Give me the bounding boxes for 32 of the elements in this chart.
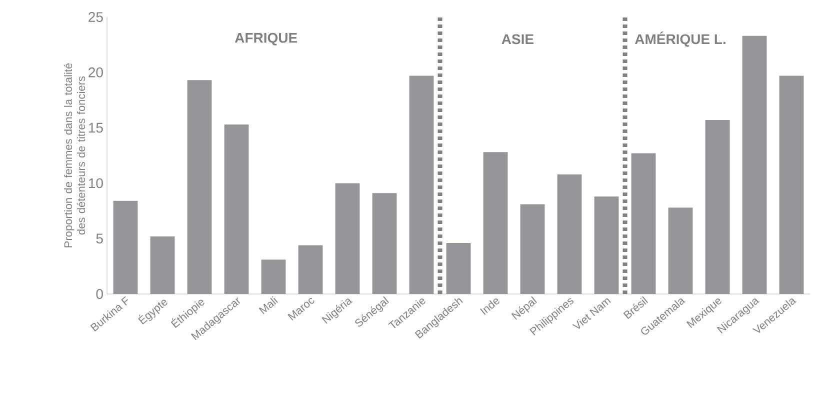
bar	[113, 200, 138, 294]
y-tick-label: 10	[88, 178, 103, 188]
y-tick-label: 15	[88, 122, 103, 133]
y-tick-label: 0	[96, 289, 103, 299]
bar	[446, 243, 471, 294]
bar	[779, 76, 804, 294]
y-tick-label: 5	[96, 234, 103, 244]
y-tick-label: 25	[88, 12, 103, 22]
bar	[409, 76, 434, 294]
bar	[483, 152, 508, 294]
bar	[594, 196, 619, 294]
bar	[705, 120, 730, 294]
bar	[668, 208, 693, 294]
x-tick-label: Inde	[480, 298, 500, 315]
annotation: AFRIQUE	[234, 32, 298, 46]
bar	[742, 36, 767, 294]
bar	[631, 153, 656, 294]
bar	[150, 236, 175, 294]
bar	[187, 80, 212, 294]
annotation: ASIE	[502, 34, 534, 44]
annotation: AMÉRIQUE L.	[634, 32, 726, 47]
bar	[298, 245, 323, 294]
bar	[520, 204, 545, 294]
bar	[557, 174, 582, 294]
bar	[335, 183, 360, 294]
bar	[224, 124, 249, 294]
x-tick-label: Mali	[258, 296, 278, 314]
y-tick-label: 20	[88, 67, 103, 78]
x-tick-label: Viet Nam	[572, 298, 611, 329]
bar	[372, 193, 397, 294]
y-axis-title: Proportion de femmes dans la totalité des détenteurs de titres fonciers	[64, 63, 86, 248]
bar	[261, 260, 286, 294]
